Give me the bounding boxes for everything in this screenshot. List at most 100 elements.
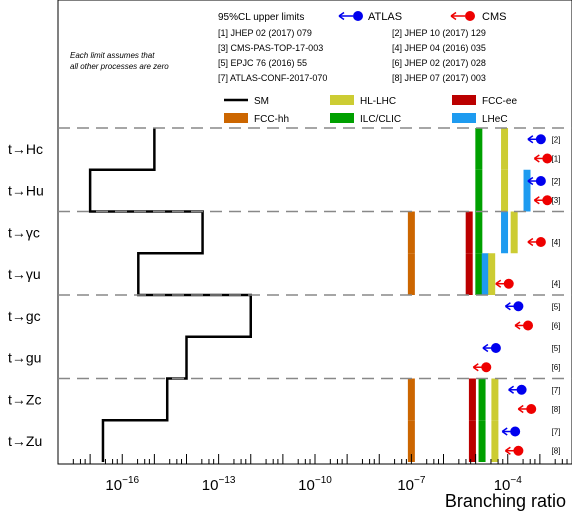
x-tick-label-m4: 10−4 (494, 475, 523, 494)
bar-lhec-t-to-gammac (501, 211, 509, 254)
legend-hl-lhc-swatch (330, 95, 354, 105)
legend-note-line2: all other processes are zero (70, 62, 169, 71)
limit-atlas-t-to-zu-marker (510, 426, 521, 437)
sm-prediction-line (88, 128, 252, 462)
limit-atlas-t-to-zc-arrow-head (508, 385, 515, 394)
sm-prediction-layer (88, 128, 252, 462)
limit-atlas-t-to-zu-arrow-head (501, 427, 508, 436)
category-label-t-to-gammac: t→γc (8, 224, 40, 240)
legend-ref-2: [2] JHEP 10 (2017) 129 (392, 28, 486, 38)
legend-atlas-label: ATLAS (368, 11, 402, 23)
category-label-t-to-gammau: t→γu (8, 266, 41, 282)
bar-fcc-ee-t-to-gammac (465, 211, 473, 254)
legend-header: 95%CL upper limits (218, 12, 304, 23)
bar-fcc-ee-t-to-gammau (465, 253, 473, 295)
limit-cms-t-to-gu-marker (481, 362, 492, 373)
legend-fcc-ee-swatch (452, 95, 476, 105)
limit-cms-t-to-gc-marker (523, 320, 534, 331)
limit-cms-t-to-hc-marker (542, 153, 553, 164)
legend-ref-5: [5] EPJC 76 (2016) 55 (218, 58, 307, 68)
limit-cms-t-to-hu-arrow-head (533, 196, 540, 205)
limit-cms-t-to-hu-marker (542, 195, 553, 206)
limit-atlas-t-to-gc-arrow-head (504, 302, 511, 311)
bar-ilc-clic-t-to-gammau (475, 253, 483, 295)
limit-cms-t-to-zu-marker (513, 445, 524, 456)
limit-atlas-t-to-gu-marker (490, 343, 501, 354)
bar-hl-lhc-t-to-hu (501, 169, 509, 212)
category-labels-layer: t→Hc t→Hu t→γc t→γu t→gc t→gu t→Zc t→Zu (8, 141, 44, 449)
limit-cms-t-to-gammac-arrow-head (527, 237, 534, 247)
x-tick-label-m10: 10−10 (298, 475, 332, 494)
limit-cms-t-to-zc-arrow-head (517, 404, 524, 414)
legend-ilc-clic-swatch (330, 113, 354, 123)
projection-bars-layer (407, 128, 531, 462)
limit-atlas-t-to-gc-ref: [5] (552, 302, 561, 311)
legend-note-line1: Each limit assumes that (70, 51, 155, 60)
bar-lhec-t-to-hu (523, 169, 531, 212)
legend-cms-arrow-head (450, 11, 457, 21)
limit-atlas-t-to-zc-ref: [7] (552, 386, 561, 395)
limit-cms-t-to-hc-ref: [1] (552, 154, 561, 163)
bar-hl-lhc-t-to-hc (501, 128, 509, 170)
legend-ref-3: [3] CMS-PAS-TOP-17-003 (218, 43, 323, 53)
limit-atlas-t-to-hc-ref: [2] (552, 135, 561, 144)
bar-fcc-hh-t-to-zu (407, 420, 415, 462)
x-axis-title: Branching ratio (445, 491, 566, 511)
limit-cms-t-to-gammau-ref: [4] (552, 280, 561, 289)
category-label-t-to-zu: t→Zu (8, 433, 42, 449)
legend-lhec-swatch (452, 113, 476, 123)
limit-cms-t-to-zu-ref: [8] (552, 447, 561, 456)
bar-hl-lhc-t-to-gammac (510, 211, 518, 254)
bar-fcc-ee-t-to-zu (468, 420, 476, 462)
legend-ref-4: [4] JHEP 04 (2016) 035 (392, 43, 486, 53)
legend-atlas-marker (353, 11, 363, 21)
category-label-t-to-hc: t→Hc (8, 141, 43, 157)
limit-cms-t-to-hu-ref: [3] (552, 196, 561, 205)
limit-atlas-t-to-hu-arrow-head (527, 176, 534, 186)
legend-lhec-label: LHeC (482, 114, 508, 125)
limit-markers-layer (472, 134, 553, 456)
bar-hl-lhc-t-to-gammau (488, 253, 496, 295)
legend-ref-8: [8] JHEP 07 (2017) 003 (392, 73, 486, 83)
legend-fcc-ee-label: FCC-ee (482, 96, 517, 107)
legend-sm-label: SM (254, 96, 269, 107)
limit-cms-t-to-zc-ref: [8] (552, 405, 561, 414)
category-label-t-to-zc: t→Zc (8, 391, 41, 407)
limit-atlas-t-to-hc-arrow-head (527, 135, 534, 144)
legend-ref-1: [1] JHEP 02 (2017) 079 (218, 28, 312, 38)
bar-hl-lhc-t-to-zc (491, 378, 499, 421)
category-label-t-to-gu: t→gu (8, 350, 41, 366)
limit-cms-t-to-hc-arrow-head (533, 154, 540, 163)
limit-atlas-t-to-zc-marker (516, 384, 527, 395)
limit-cms-t-to-gammau-arrow-head (495, 279, 502, 288)
x-tick-label-m13: 10−13 (202, 475, 236, 494)
limit-atlas-t-to-gu-arrow-head (482, 343, 489, 353)
category-label-t-to-hu: t→Hu (8, 183, 44, 199)
legend-ref-6: [6] JHEP 02 (2017) 028 (392, 58, 486, 68)
limit-cms-t-to-gc-ref: [6] (552, 321, 561, 330)
limit-atlas-t-to-hu-ref: [2] (552, 177, 561, 186)
limit-cms-t-to-gu-arrow-head (472, 363, 479, 372)
bar-hl-lhc-t-to-zu (491, 420, 499, 462)
legend-fcc-hh-swatch (224, 113, 248, 123)
limit-atlas-t-to-gc-marker (513, 301, 524, 312)
bar-fcc-hh-t-to-gammac (407, 211, 415, 254)
legend-hl-lhc-label: HL-LHC (360, 96, 396, 107)
bar-ilc-clic-t-to-gammac (475, 211, 483, 254)
limit-atlas-t-to-hc-marker (535, 134, 546, 145)
limit-cms-t-to-gu-ref: [6] (552, 363, 561, 372)
bar-ilc-clic-t-to-zc (478, 378, 486, 421)
limit-atlas-t-to-zu-ref: [7] (552, 428, 561, 437)
bar-fcc-hh-t-to-gammau (407, 253, 415, 295)
bar-fcc-ee-t-to-zc (468, 378, 476, 421)
legend-fcc-hh-label: FCC-hh (254, 114, 289, 125)
legend-cms-marker (465, 11, 475, 21)
limit-atlas-t-to-gu-ref: [5] (552, 344, 561, 353)
category-label-t-to-gc: t→gc (8, 308, 41, 324)
limit-atlas-t-to-hu-marker (535, 176, 546, 187)
legend-entries-layer: SM HL-LHC FCC-ee FCC-hh ILC/CLIC LHeC (224, 11, 517, 125)
limit-cms-t-to-zc-marker (526, 403, 537, 414)
x-tick-label-m7: 10−7 (397, 475, 426, 494)
